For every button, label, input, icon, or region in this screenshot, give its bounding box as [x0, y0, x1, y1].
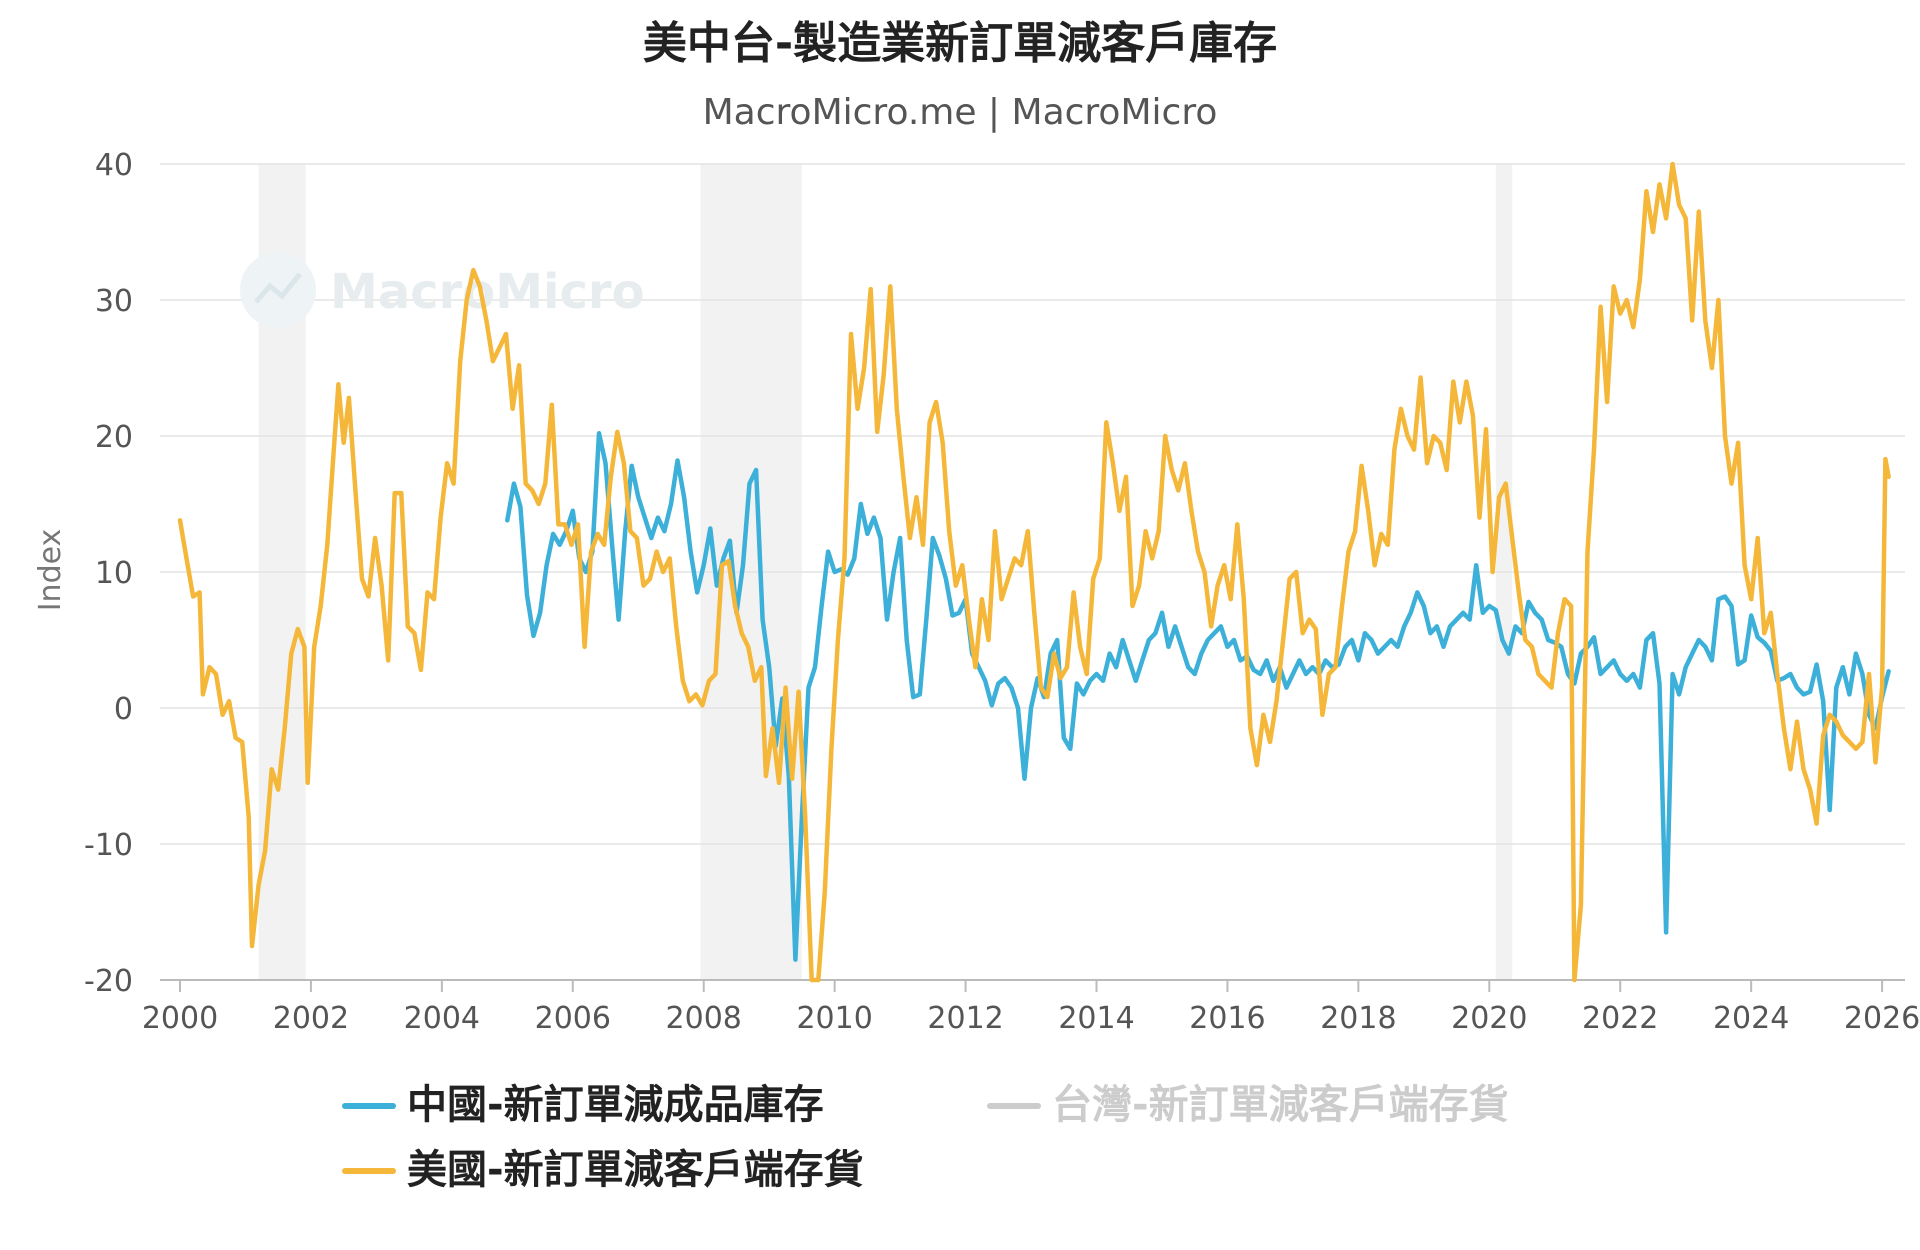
x-tick-label: 2018 — [1320, 1001, 1396, 1036]
series-line-2 — [177, 161, 1891, 983]
x-tick-label: 2002 — [273, 1001, 349, 1036]
y-tick-label: -10 — [84, 828, 133, 863]
y-tick-label: 0 — [114, 692, 133, 727]
x-tick-label: 2022 — [1582, 1001, 1658, 1036]
y-tick-label: 40 — [95, 148, 133, 183]
legend-label-2[interactable]: 美國-新訂單減客戶端存貨 — [407, 1147, 864, 1193]
x-tick-label: 2012 — [927, 1001, 1003, 1036]
x-tick-label: 2020 — [1451, 1001, 1527, 1036]
series-line-0 — [505, 431, 1891, 962]
x-tick-label: 2024 — [1713, 1001, 1789, 1036]
series-lines — [177, 161, 1891, 983]
x-tick-label: 2026 — [1844, 1001, 1920, 1036]
x-tick-label: 2010 — [796, 1001, 872, 1036]
x-tick-label: 2008 — [666, 1001, 742, 1036]
x-tick-label: 2014 — [1058, 1001, 1134, 1036]
watermark-text: MacroMicro — [330, 264, 645, 320]
y-tick-label: -20 — [84, 964, 133, 999]
x-tick-label: 2016 — [1189, 1001, 1265, 1036]
watermark-logo-icon — [240, 252, 316, 328]
chart-title: 美中台-製造業新訂單減客戶庫存 — [643, 18, 1277, 69]
y-tick-label: 30 — [95, 284, 133, 319]
legend-label-1[interactable]: 台灣-新訂單減客戶端存貨 — [1052, 1082, 1509, 1128]
chart-subtitle: MacroMicro.me | MacroMicro — [703, 92, 1218, 133]
x-tick-label: 2006 — [535, 1001, 611, 1036]
y-axis: -20 -10 0 10 20 30 40 — [84, 148, 133, 999]
x-tick-label: 2004 — [404, 1001, 480, 1036]
x-axis: 2000 2002 2004 2006 2008 2010 2012 2014 2016 2018… — [142, 979, 1920, 1036]
y-tick-label: 10 — [95, 556, 133, 591]
y-tick-label: 20 — [95, 420, 133, 455]
legend-label-0[interactable]: 中國-新訂單減成品庫存 — [407, 1082, 824, 1128]
x-tick-label: 2000 — [142, 1001, 218, 1036]
y-axis-label: Index — [33, 529, 68, 612]
